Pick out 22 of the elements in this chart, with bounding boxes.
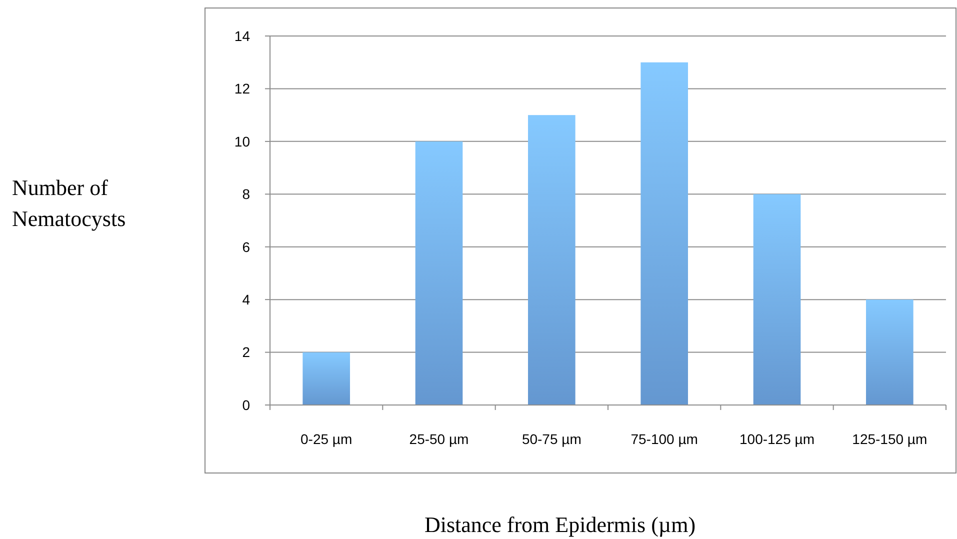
y-tick-label: 10 [234, 133, 250, 150]
x-tick-label: 100-125 µm [740, 431, 814, 447]
x-tick-label: 0-25 µm [300, 431, 352, 447]
y-tick-label: 6 [242, 238, 250, 255]
y-tick-label: 2 [242, 344, 250, 360]
y-axis-title: Number of Nematocysts [12, 175, 126, 231]
y-tick-label: 0 [242, 396, 250, 413]
x-tick-label: 125-150 µm [852, 431, 928, 447]
x-tick-label: 25-50 µm [409, 431, 469, 447]
bar [753, 194, 801, 405]
bar [866, 300, 914, 405]
y-tick-label: 4 [242, 291, 250, 308]
x-tick-label: 50-75 µm [522, 431, 582, 447]
y-tick-label: 12 [234, 80, 250, 97]
y-tick-label: 14 [234, 28, 250, 44]
y-tick-label: 8 [242, 186, 250, 202]
bar [640, 62, 688, 405]
x-axis-title: Distance from Epidermis (µm) [424, 512, 696, 537]
bar [528, 115, 576, 405]
bar [415, 141, 463, 405]
bar [302, 352, 350, 405]
x-tick-label: 75-100 µm [630, 431, 698, 447]
